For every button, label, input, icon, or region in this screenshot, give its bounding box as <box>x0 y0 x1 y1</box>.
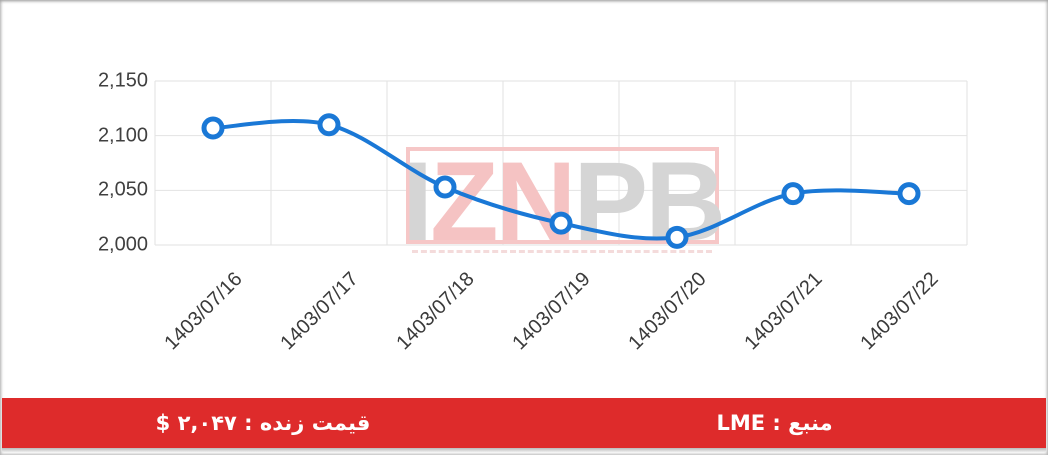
data-point-marker <box>317 113 341 137</box>
chart-region: IZNPB 2,150 2,100 2,050 2,000 1403/07/16 140… <box>97 69 968 354</box>
data-point-marker <box>201 116 225 140</box>
data-point-marker <box>433 175 457 199</box>
live-price-label: قیمت زنده : ۲,۰۴۷ $ <box>155 411 371 435</box>
y-axis-tick-label: 2,050 <box>97 178 148 201</box>
source-label: منبع : LME <box>716 411 833 435</box>
footer-bar: منبع : LME قیمت زنده : ۲,۰۴۷ $ <box>2 398 1046 448</box>
y-axis-tick-label: 2,150 <box>97 69 148 92</box>
y-axis-tick-label: 2,100 <box>97 124 148 147</box>
data-point-marker <box>665 225 689 249</box>
data-point-marker <box>897 182 921 206</box>
footer-shadow <box>2 448 1046 452</box>
watermark-letter: I <box>401 138 433 264</box>
price-line-series <box>201 113 921 249</box>
data-point-marker <box>549 211 573 235</box>
watermark-letter: N <box>495 138 577 264</box>
chart-grid <box>154 80 968 246</box>
data-point-marker <box>781 182 805 206</box>
watermark-subline <box>412 250 712 253</box>
y-axis-tick-label: 2,000 <box>97 233 148 256</box>
